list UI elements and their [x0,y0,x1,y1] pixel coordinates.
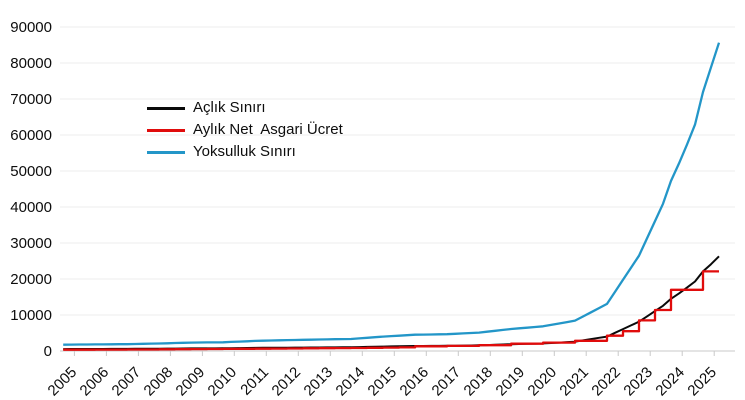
series-line-1 [63,270,719,351]
legend-line-red-icon [147,128,185,132]
legend-label-aclik-siniri: Açlık Sınırı [193,99,266,116]
x-tick-label: 2009 [173,364,209,400]
y-tick-label: 30000 [10,235,52,252]
y-tick-label: 70000 [10,91,52,108]
x-tick-label: 2015 [365,364,401,400]
y-tick-label: 10000 [10,307,52,324]
x-tick-label: 2011 [237,364,272,399]
x-tick-label: 2008 [141,364,177,400]
y-tick-label: 50000 [10,163,52,180]
legend-line-black-icon [147,106,185,110]
x-tick-label: 2007 [109,364,145,400]
x-tick-label: 2021 [556,364,592,400]
x-tick-label: 2019 [493,364,529,400]
y-tick-label: 40000 [10,199,52,216]
legend-item-asgari-ucret: Aylık Net Asgari Ücret [147,119,343,141]
x-tick-label: 2018 [461,364,497,400]
y-tick-label: 60000 [10,127,52,144]
x-tick-label: 2014 [333,364,369,400]
x-tick-label: 2020 [525,364,561,400]
x-tick-label: 2013 [301,364,337,400]
x-tick-label: 2017 [429,364,465,400]
x-tick-label: 2025 [684,364,720,400]
x-tick-label: 2016 [397,364,433,400]
x-tick-label: 2022 [588,364,624,400]
legend-item-aclik-siniri: Açlık Sınırı [147,97,343,119]
x-tick-label: 2010 [205,364,241,400]
x-tick-label: 2012 [269,364,305,400]
x-tick-label: 2006 [77,364,113,400]
series-line-2 [63,42,721,346]
legend-line-blue-icon [147,150,185,154]
legend-item-yoksulluk-siniri: Yoksulluk Sınırı [147,141,343,163]
y-tick-label: 80000 [10,55,52,72]
chart-legend: Açlık Sınırı Aylık Net Asgari Ücret Yoks… [147,97,343,163]
x-tick-label: 2023 [620,364,656,400]
x-tick-label: 2005 [45,364,81,400]
x-tick-label: 2024 [652,364,688,400]
legend-label-yoksulluk-siniri: Yoksulluk Sınırı [193,143,296,160]
legend-label-asgari-ucret: Aylık Net Asgari Ücret [193,121,343,138]
y-tick-label: 20000 [10,271,52,288]
y-tick-label: 0 [44,343,52,360]
y-tick-label: 90000 [10,19,52,36]
